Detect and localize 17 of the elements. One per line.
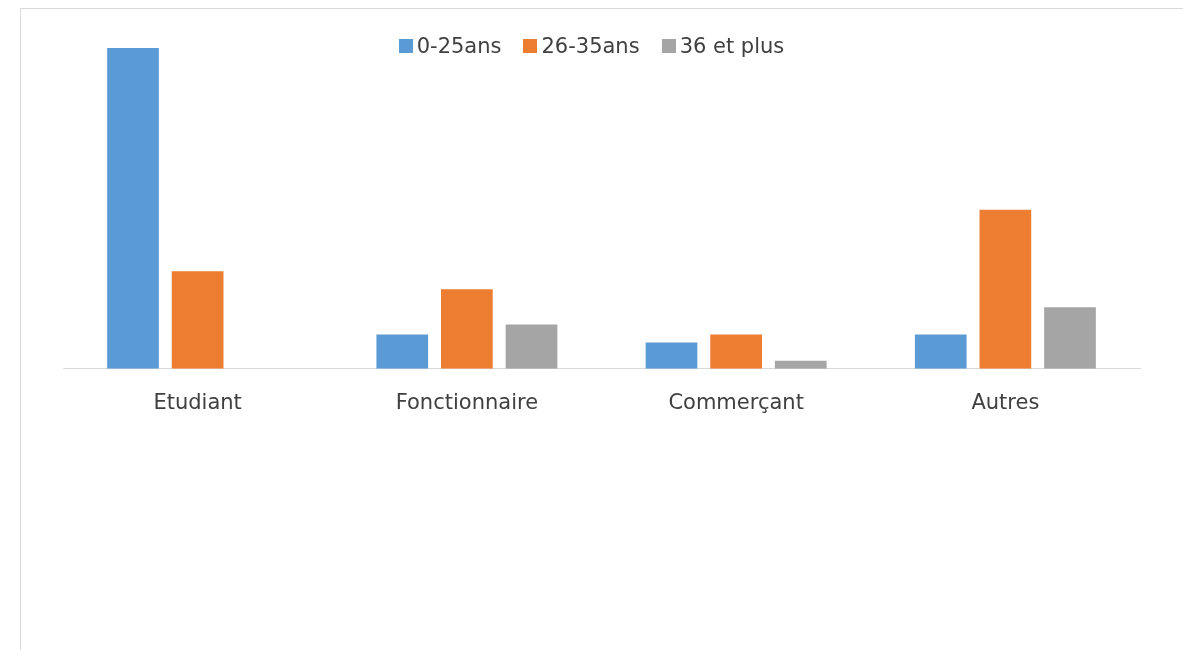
bar [979,209,1032,369]
bar [505,324,558,369]
bar [441,289,493,369]
x-tick-label: Fonctionnaire [395,389,539,414]
legend-label: 36 et plus [679,34,785,58]
bar [914,334,967,369]
x-tick-label: Etudiant [153,389,242,414]
bar [710,334,762,369]
legend-label: 26-35ans [541,34,640,58]
bar [1044,307,1096,369]
bar [171,271,224,369]
bar [107,48,159,369]
bar [645,342,698,369]
x-tick-label: Autres [971,389,1040,414]
bar [376,334,429,369]
x-tick-label: Commerçant [668,389,804,414]
legend-label: 0-25ans [416,34,502,58]
